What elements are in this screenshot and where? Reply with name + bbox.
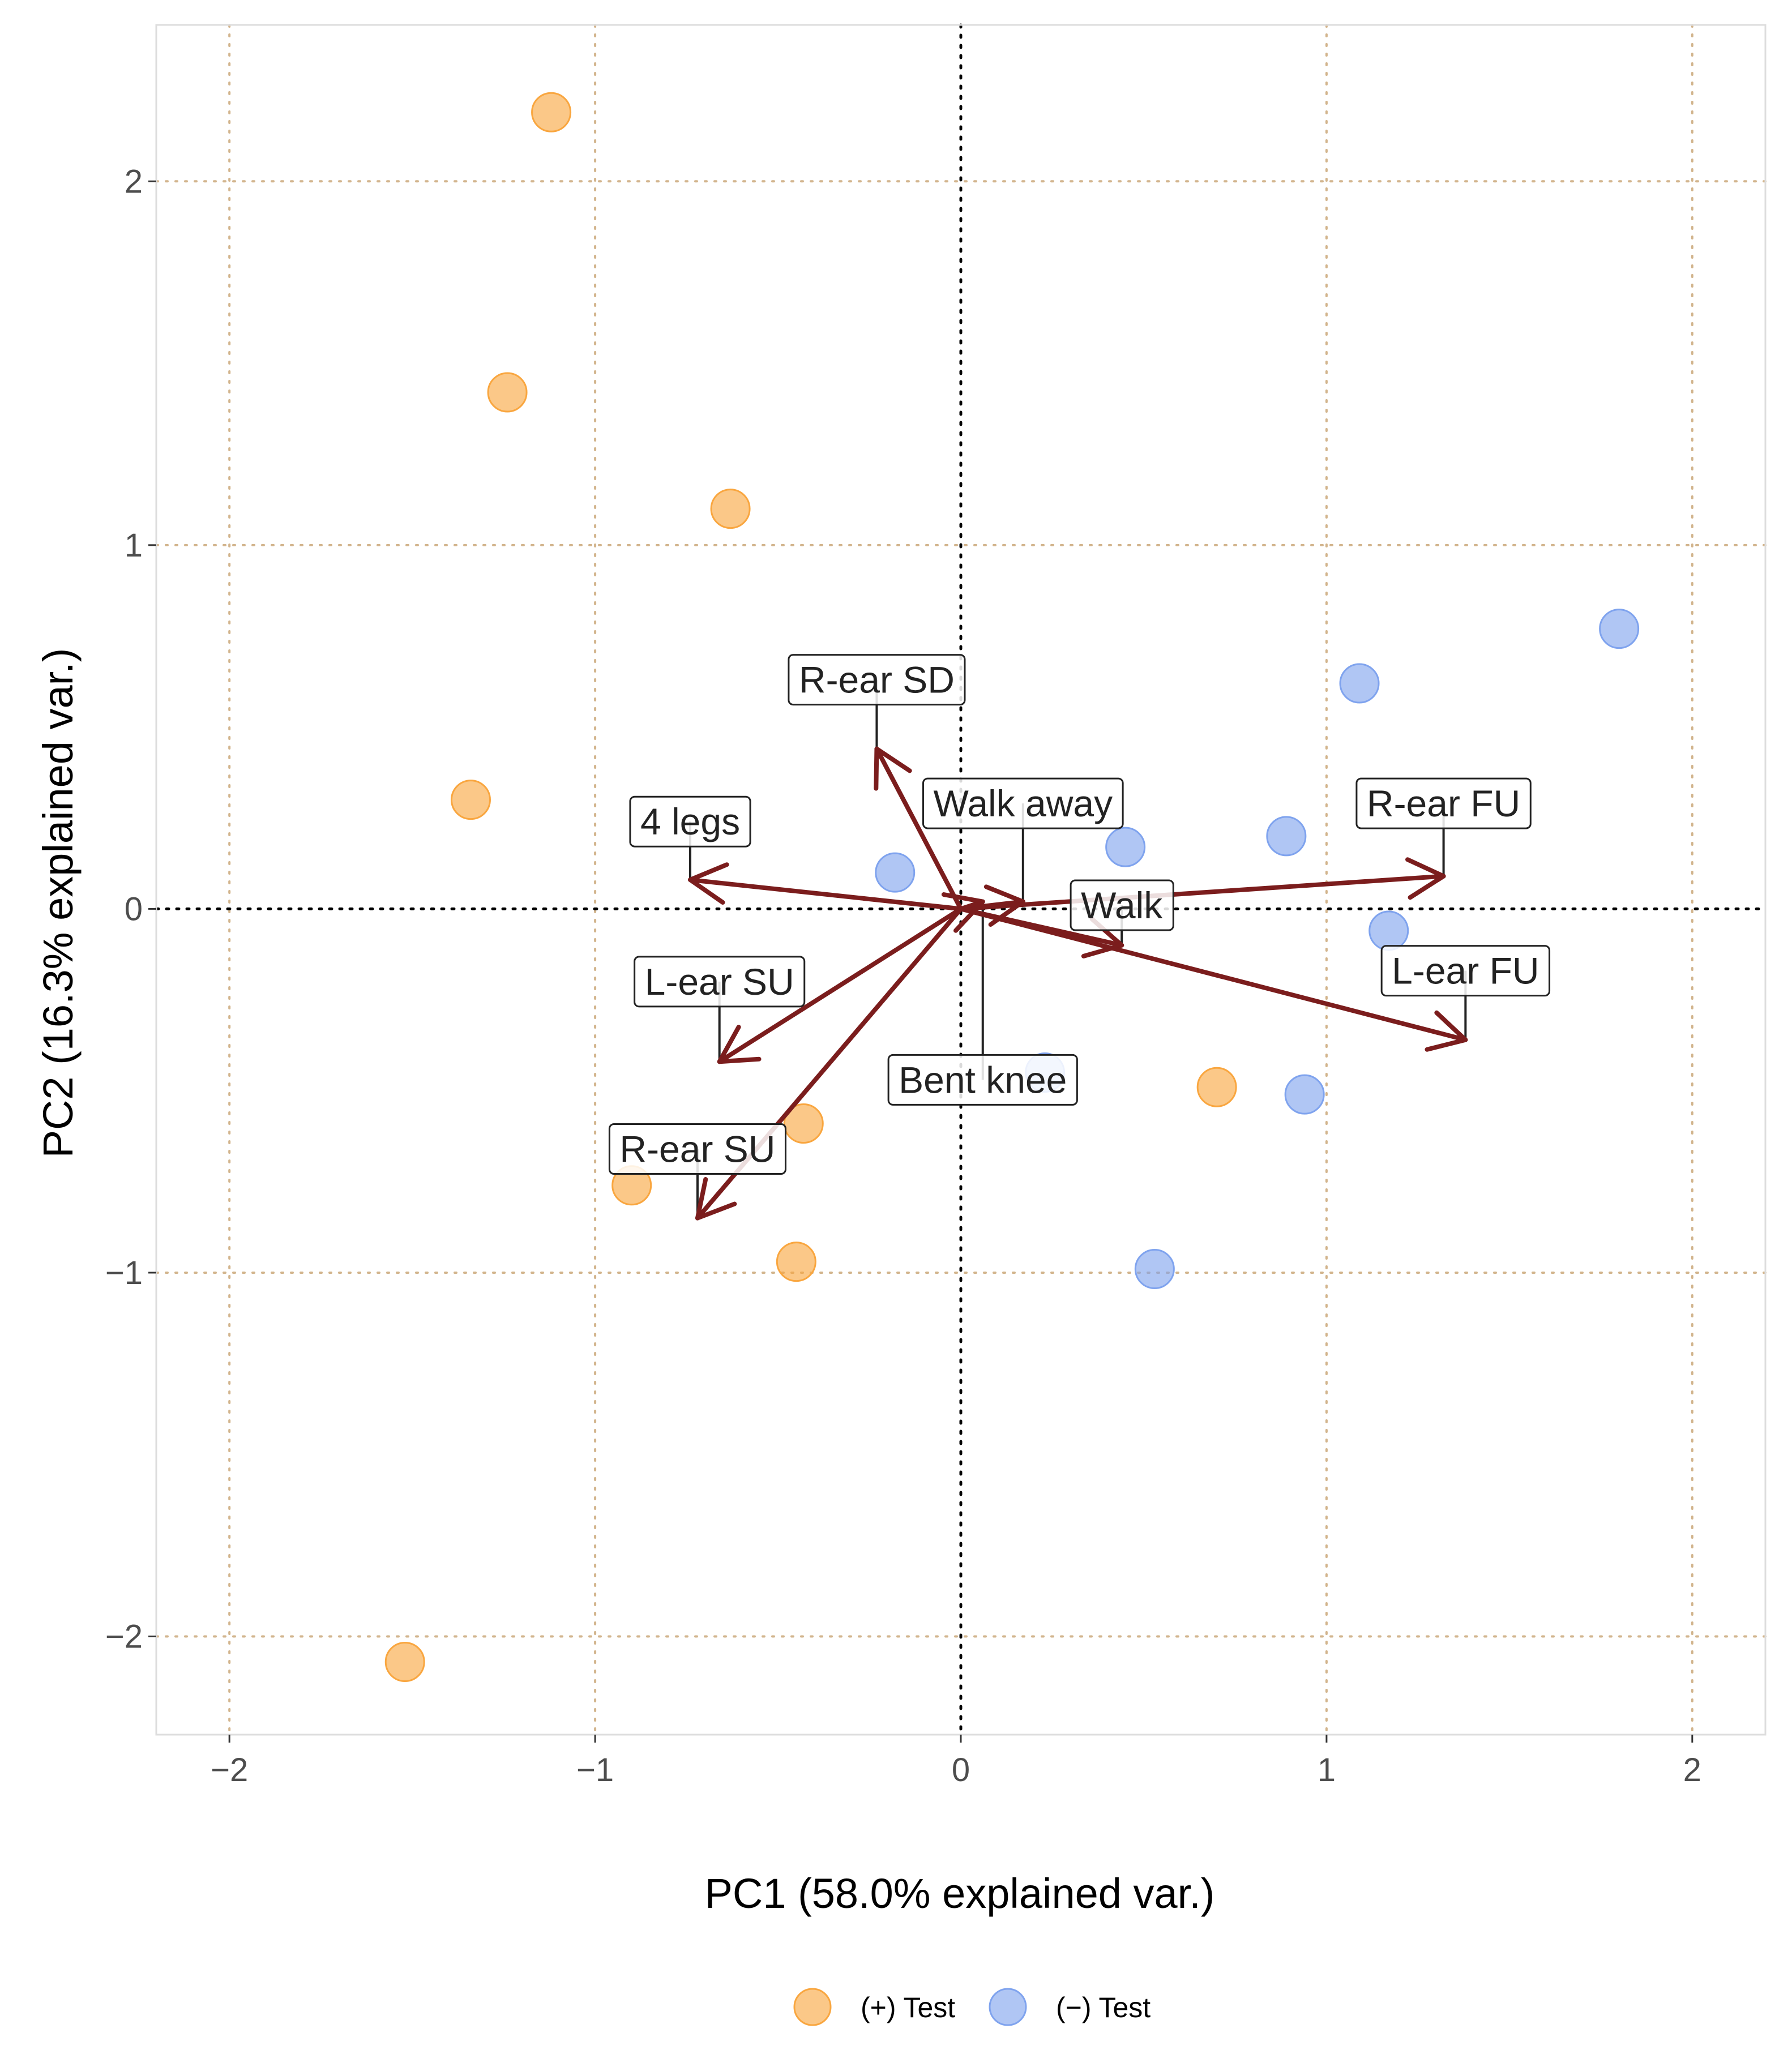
loading-label: Bent knee [887,1054,1078,1106]
label-box [634,956,806,1008]
arrow-shaft [688,878,963,911]
point-positive-test [531,92,572,132]
loading-arrow [959,857,1446,911]
y-axis-title: PC2 (16.3% explained var.) [35,648,82,1158]
point-positive-test [1196,1067,1237,1107]
arrow-head [1405,857,1446,900]
loading-arrow [717,906,963,1064]
label-box [922,777,1124,829]
loading-label: R-ear SU [608,1123,786,1175]
label-box [887,1054,1078,1106]
loading-labels: R-ear SD Walk away 4 legs R-ear FU Walk L-ear… [608,654,1551,1175]
label-text: R-ear SU [619,1128,775,1170]
x-axis-title: PC1 (58.0% explained var.) [705,1870,1215,1917]
loading-arrow [941,892,985,933]
arrow-head [941,892,985,933]
arrow-head [688,862,729,905]
arrow-head [695,1177,737,1221]
loading-label: R-ear FU [1355,777,1532,829]
y-tick-label: −2 [105,1619,143,1655]
point-negative-test [1105,827,1146,867]
label-text: Walk [1081,884,1163,926]
label-box [629,795,751,848]
loading-label: L-ear FU [1380,945,1551,997]
point-negative-test [1134,1249,1175,1290]
y-tick-label: 2 [125,163,143,200]
x-tick-label: −1 [576,1752,614,1788]
point-negative-test [1599,609,1640,649]
loading-label: R-ear SD [788,654,966,706]
legend: (+) Test (−) Test [793,1988,1151,2026]
point-negative-test [1339,663,1380,704]
arrow-shaft [717,906,963,1064]
y-tick-label: 1 [125,527,143,564]
label-text: R-ear FU [1367,782,1520,824]
arrow-head [874,746,912,791]
point-positive-test [384,1641,425,1682]
point-negative-test [1368,910,1409,951]
loading-arrow [688,862,963,911]
point-positive-test [783,1103,824,1144]
label-text: Walk away [933,782,1113,824]
label-text: Bent knee [899,1059,1067,1101]
legend-label-positive: (+) Test [861,1992,955,2023]
axis-ticks: −2 −1 0 1 2 −2 −1 0 1 2 [105,163,1701,1788]
arrow-shaft [874,746,963,911]
label-text: L-ear SU [645,961,794,1003]
label-text: 4 legs [640,801,740,842]
label-box [788,654,966,706]
label-box [1380,945,1551,997]
legend-label-negative: (−) Test [1056,1992,1151,2023]
x-tick-label: 0 [952,1752,970,1788]
loading-arrow [874,746,963,911]
label-box [1355,777,1532,829]
arrow-head [717,1025,762,1064]
loading-label: Walk [1070,879,1174,931]
loading-label: L-ear SU [634,956,806,1008]
point-negative-test [875,852,916,893]
loading-label: Walk away [922,777,1124,829]
y-tick-label: −1 [105,1255,143,1291]
legend-key-negative [989,1988,1027,2026]
grid-lines [155,24,1767,1736]
x-tick-label: 2 [1683,1752,1701,1788]
point-positive-test [776,1242,816,1282]
arrow-shaft [959,906,1468,1042]
label-text: R-ear SD [799,659,955,701]
x-tick-label: 1 [1318,1752,1336,1788]
arrow-shaft [959,874,1446,911]
point-positive-test [710,489,751,529]
loading-arrow [959,906,1468,1052]
loading-label: 4 legs [629,795,751,848]
y-tick-label: 0 [125,891,143,927]
point-positive-test [487,372,528,413]
legend-key-positive [793,1988,832,2026]
label-box [608,1123,786,1175]
point-positive-test [450,780,491,820]
label-box [1070,879,1174,931]
arrow-head [1425,1010,1468,1052]
label-text: L-ear FU [1392,950,1539,992]
point-negative-test [1284,1074,1325,1115]
x-tick-label: −2 [211,1752,248,1788]
point-negative-test [1266,816,1307,857]
